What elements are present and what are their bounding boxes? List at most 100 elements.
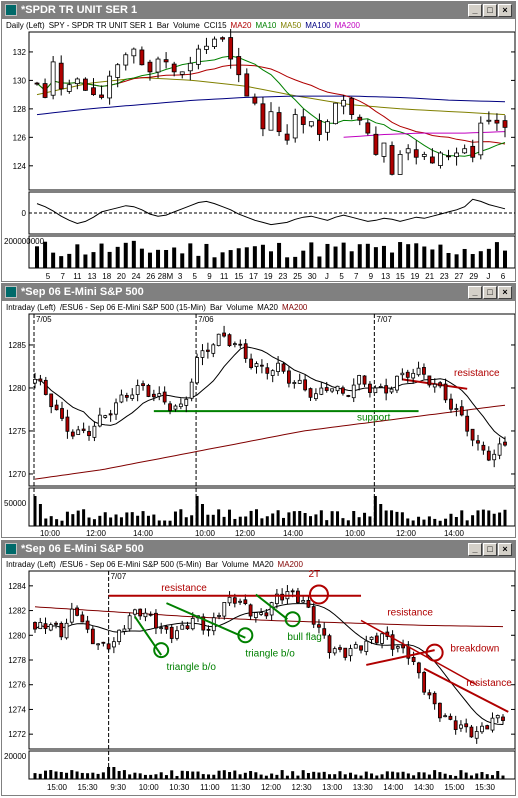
price-candle	[141, 383, 145, 387]
volume-bar	[222, 770, 226, 779]
annotation-label: 2T	[308, 569, 320, 580]
volume-bar	[91, 252, 96, 268]
x-tick-label: 14:00	[383, 783, 404, 792]
minimize-icon[interactable]: _	[468, 4, 482, 17]
volume-bar	[280, 770, 284, 779]
chart-area[interactable]: 1270 1275 1280 1285 7/05 7/06 7/07 resistance su…	[2, 284, 516, 538]
price-candle	[85, 620, 90, 630]
price-candle	[308, 388, 313, 398]
volume-bar	[243, 772, 247, 779]
x-tick-label: 12:30	[292, 783, 313, 792]
price-candle	[248, 604, 253, 617]
window-titlebar[interactable]: *Sep 06 E-Mini S&P 500 _ □ ×	[2, 284, 515, 301]
window-titlebar[interactable]: *SPDR TR UNIT SER 1 _ □ ×	[2, 2, 515, 19]
chart-area[interactable]: 1272 1274 1276 1278 1280 1282 1284 7/07 resistan…	[2, 541, 516, 796]
intraday-5min-window: *Sep 06 E-Mini S&P 500 _ □ × Intraday (L…	[1, 540, 516, 796]
price-candle	[173, 405, 178, 410]
x-tick-label: 28M	[158, 272, 174, 281]
header-item: /ESU6 - Sep 06 E-Mini S&P 500 (5-Min)	[59, 560, 202, 569]
price-candle	[48, 624, 53, 631]
volume-bar	[503, 509, 507, 526]
price-panel	[28, 570, 515, 750]
price-candle	[238, 600, 242, 603]
price-candle	[157, 393, 162, 397]
volume-bar	[459, 770, 463, 779]
volume-bar	[123, 242, 128, 268]
price-candle	[343, 647, 348, 658]
price-candle	[159, 627, 164, 630]
volume-bar	[390, 252, 395, 268]
volume-bar	[475, 773, 479, 779]
volume-bar	[38, 773, 42, 779]
price-candle	[470, 428, 475, 441]
volume-bar	[143, 774, 147, 779]
volume-bar	[478, 251, 483, 268]
price-candle	[228, 37, 234, 60]
x-tick-label: J	[325, 272, 329, 281]
volume-bar	[446, 252, 451, 268]
x-tick-label: 15:30	[78, 783, 99, 792]
annotation-support: support	[357, 413, 391, 424]
price-candle	[96, 643, 101, 646]
price-candle	[99, 94, 104, 98]
volume-bar	[227, 509, 231, 526]
volume-bar	[448, 775, 452, 779]
y-tick-label: 1275	[8, 427, 26, 436]
maximize-icon[interactable]: □	[483, 286, 497, 299]
price-candle	[43, 623, 48, 629]
header-item: MA100	[305, 21, 331, 30]
close-icon[interactable]: ×	[498, 543, 512, 556]
price-candle	[364, 640, 369, 652]
volume-bar	[309, 516, 313, 526]
volume-bar	[244, 516, 248, 526]
volume-bar	[87, 517, 91, 526]
price-candle	[83, 78, 88, 91]
window-titlebar[interactable]: *Sep 06 E-Mini S&P 500 _ □ ×	[2, 541, 515, 558]
price-candle	[259, 612, 264, 615]
volume-bar	[164, 249, 169, 268]
volume-bar	[212, 257, 217, 268]
ma20-line	[34, 346, 506, 440]
breakout-circle	[237, 627, 254, 644]
volume-bar	[357, 244, 362, 268]
price-candle	[127, 615, 132, 630]
maximize-icon[interactable]: □	[483, 4, 497, 17]
close-icon[interactable]: ×	[498, 4, 512, 17]
price-candle	[146, 384, 151, 397]
price-candle	[108, 413, 113, 416]
price-candle	[474, 731, 479, 739]
close-icon[interactable]: ×	[498, 286, 512, 299]
price-candle	[306, 599, 311, 608]
daily-chart-window: *SPDR TR UNIT SER 1 _ □ × Daily (Left) SP…	[1, 1, 516, 282]
volume-bar	[417, 772, 421, 779]
ma10-line	[36, 55, 506, 157]
volume-bar	[264, 775, 268, 779]
volume-bar	[212, 774, 216, 779]
header-item: Bar	[209, 303, 223, 312]
x-tick-label: 14:30	[414, 783, 435, 792]
price-candle	[151, 393, 156, 398]
price-candle	[253, 612, 258, 619]
price-candle	[317, 120, 322, 135]
price-candle	[175, 630, 179, 639]
price-candle	[296, 590, 300, 603]
volume-bar	[391, 771, 395, 779]
price-candle	[169, 626, 174, 639]
volume-bar	[83, 254, 88, 268]
price-candle	[238, 343, 243, 346]
volume-bar	[465, 520, 469, 526]
volume-bar	[444, 518, 448, 526]
volume-bar	[341, 518, 345, 526]
minimize-icon[interactable]: _	[468, 286, 482, 299]
volume-bar	[196, 255, 201, 268]
header-item: MA20	[230, 21, 252, 30]
x-tick-label: 23	[440, 272, 449, 281]
minimize-icon[interactable]: _	[468, 543, 482, 556]
volume-bar	[217, 770, 221, 779]
maximize-icon[interactable]: □	[483, 543, 497, 556]
volume-bar	[260, 518, 264, 526]
volume-bar	[131, 240, 136, 268]
price-candle	[187, 62, 193, 72]
price-candle	[400, 372, 405, 376]
